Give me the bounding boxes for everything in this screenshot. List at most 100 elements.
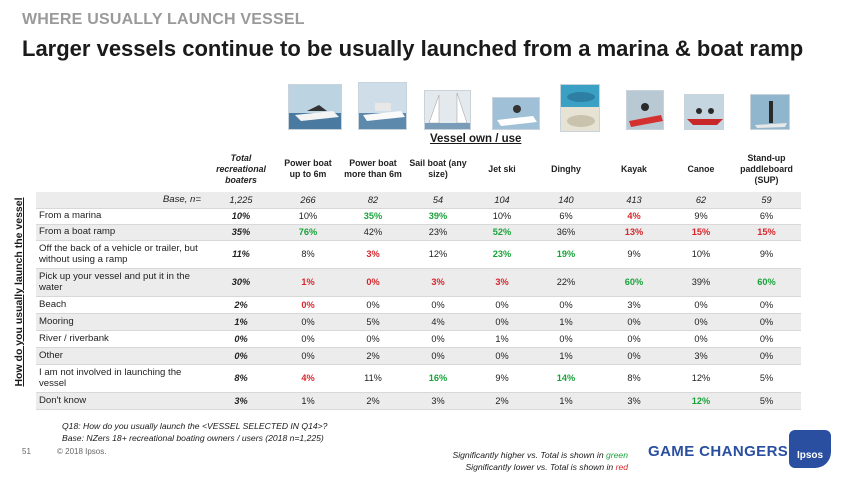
table-cell: 23% <box>470 240 534 269</box>
table-cell: 3% <box>670 347 732 365</box>
table-cell: 12% <box>406 240 470 269</box>
table-cell: 13% <box>598 224 670 241</box>
table-cell: 0% <box>276 330 340 348</box>
table-cell: 4% <box>276 364 340 393</box>
table-cell: 9% <box>598 240 670 269</box>
table-cell: 0% <box>340 296 406 314</box>
table-cell: 1% <box>276 268 340 297</box>
table-row: Don't know 3% 1% 2% 3% 2% 1% 3% 12% 5% <box>36 392 801 410</box>
total-cell: 10% <box>206 208 276 225</box>
header-power-boat-small: Power boat up to 6m <box>276 146 340 192</box>
jet-ski-photo <box>492 97 540 130</box>
dinghy-photo <box>560 84 600 132</box>
table-cell: 10% <box>470 208 534 225</box>
table-cell: 39% <box>670 268 732 297</box>
table-cell: 0% <box>534 296 598 314</box>
sig-lower-text: Significantly lower vs. Total is shown i… <box>465 462 616 472</box>
row-label: River / riverbank <box>36 330 206 348</box>
table-cell: 0% <box>406 296 470 314</box>
ipsos-logo-text: Ipsos <box>796 450 824 461</box>
table-cell: 0% <box>732 347 801 365</box>
table-cell: 0% <box>276 313 340 331</box>
game-changers-brand: GAME CHANGERS <box>648 443 789 460</box>
base-value: 82 <box>340 192 406 209</box>
vessel-group-label: Vessel own / use <box>430 133 522 145</box>
table-cell: 14% <box>534 364 598 393</box>
table-cell: 1% <box>276 392 340 410</box>
base-value: 104 <box>470 192 534 209</box>
table-cell: 1% <box>470 330 534 348</box>
table-cell: 1% <box>534 313 598 331</box>
header-power-boat-large: Power boat more than 6m <box>340 146 406 192</box>
kayak-photo <box>626 90 664 130</box>
slide-title: Larger vessels continue to be usually la… <box>22 36 804 61</box>
table-cell: 12% <box>670 364 732 393</box>
table-cell: 0% <box>534 330 598 348</box>
sig-higher-word: green <box>606 450 628 460</box>
table-cell: 8% <box>276 240 340 269</box>
paddleboard-photo <box>750 94 790 130</box>
table-cell: 1% <box>534 392 598 410</box>
table-cell: 9% <box>470 364 534 393</box>
table-cell: 0% <box>470 313 534 331</box>
table-cell: 9% <box>732 240 801 269</box>
table-header-row: Total recreational boaters Power boat up… <box>36 146 801 192</box>
table-cell: 0% <box>732 296 801 314</box>
table-cell: 0% <box>276 296 340 314</box>
table-cell: 0% <box>598 330 670 348</box>
header-total: Total recreational boaters <box>206 146 276 192</box>
table-cell: 2% <box>340 392 406 410</box>
sig-lower-word: red <box>615 462 628 472</box>
table-row: River / riverbank 0% 0% 0% 0% 1% 0% 0% 0% 0% <box>36 330 801 348</box>
header-dinghy: Dinghy <box>534 146 598 192</box>
header-jet-ski: Jet ski <box>470 146 534 192</box>
base-value: 266 <box>276 192 340 209</box>
table-cell: 0% <box>670 313 732 331</box>
table-cell: 35% <box>340 208 406 225</box>
table-cell: 1% <box>534 347 598 365</box>
table-cell: 15% <box>670 224 732 241</box>
table-cell: 0% <box>406 330 470 348</box>
table-cell: 2% <box>470 392 534 410</box>
page-number: 51 <box>22 447 31 456</box>
table-cell: 3% <box>598 296 670 314</box>
table-cell: 52% <box>470 224 534 241</box>
table-cell: 36% <box>534 224 598 241</box>
table-cell: 39% <box>406 208 470 225</box>
base-row: Base, n= 1,225 266 82 54 104 140 413 62 … <box>36 192 801 209</box>
total-cell: 0% <box>206 347 276 365</box>
footnote: Q18: How do you usually launch the <VESS… <box>62 420 327 444</box>
table-cell: 60% <box>598 268 670 297</box>
table-cell: 19% <box>534 240 598 269</box>
table-cell: 3% <box>598 392 670 410</box>
table-cell: 0% <box>276 347 340 365</box>
total-cell: 8% <box>206 364 276 393</box>
total-cell: 35% <box>206 224 276 241</box>
row-label: Pick up your vessel and put it in the wa… <box>36 268 206 297</box>
table-cell: 15% <box>732 224 801 241</box>
table-cell: 5% <box>732 392 801 410</box>
base-note: Base: NZers 18+ recreational boating own… <box>62 433 324 443</box>
base-value: 62 <box>670 192 732 209</box>
table-cell: 3% <box>470 268 534 297</box>
table-cell: 0% <box>670 296 732 314</box>
question-note: Q18: How do you usually launch the <VESS… <box>62 421 328 431</box>
row-label: I am not involved in launching the vesse… <box>36 364 206 393</box>
row-label: Mooring <box>36 313 206 331</box>
row-label: Beach <box>36 296 206 314</box>
total-cell: 3% <box>206 392 276 410</box>
table-cell: 0% <box>598 347 670 365</box>
table-cell: 11% <box>340 364 406 393</box>
table-row: Pick up your vessel and put it in the wa… <box>36 268 801 297</box>
base-value: 140 <box>534 192 598 209</box>
table-cell: 0% <box>732 330 801 348</box>
row-label: From a boat ramp <box>36 224 206 241</box>
table-cell: 0% <box>340 330 406 348</box>
slide-kicker: WHERE USUALLY LAUNCH VESSEL <box>22 11 305 28</box>
total-cell: 30% <box>206 268 276 297</box>
table-cell: 10% <box>670 240 732 269</box>
row-label: Don't know <box>36 392 206 410</box>
sail-boat-photo <box>424 90 471 130</box>
table-cell: 42% <box>340 224 406 241</box>
power-boat-small-photo <box>288 84 342 130</box>
